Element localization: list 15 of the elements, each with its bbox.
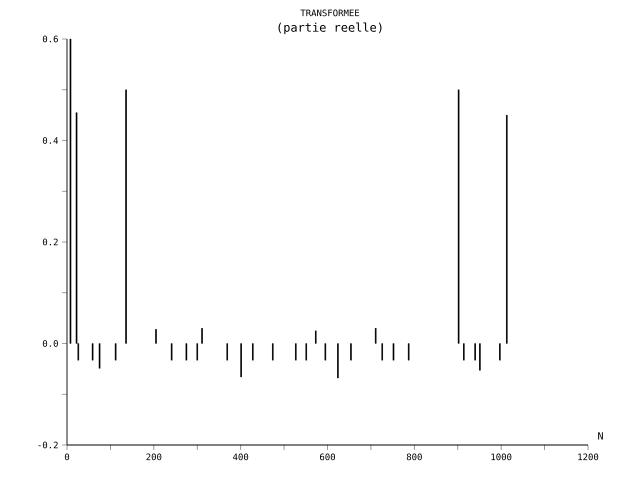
y-tick-label: 0.0 (42, 340, 58, 347)
y-tick-label: 0.2 (42, 238, 58, 246)
y-tick-label: 0.4 (42, 137, 58, 144)
x-tick-label: 1000 (491, 454, 512, 460)
x-tick-label: 1200 (578, 454, 598, 460)
x-tick-label: 0 (64, 454, 70, 460)
x-tick-label: 200 (146, 454, 162, 460)
y-tick-label: 0.6 (42, 36, 58, 42)
x-axis-title: N (598, 432, 603, 440)
x-tick-label: 800 (406, 454, 422, 460)
x-tick-label: 600 (320, 454, 336, 460)
chart-subtitle: (partie reelle) (278, 22, 382, 34)
x-tick-label: 400 (233, 454, 248, 460)
y-tick-label: -0.2 (38, 442, 58, 448)
chart-title: TRANSFORMEE (300, 10, 360, 16)
